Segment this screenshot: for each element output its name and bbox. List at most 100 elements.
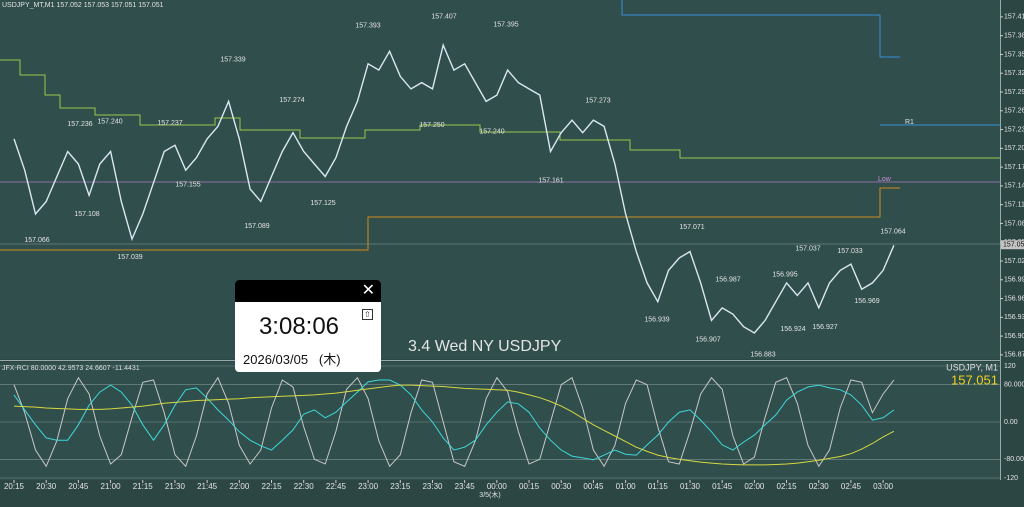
high-low-label: 157.071 bbox=[679, 224, 704, 231]
close-button[interactable]: ✕ bbox=[361, 282, 375, 299]
series-line bbox=[13, 379, 895, 461]
last-price-tag: 157.051 bbox=[1003, 242, 1024, 249]
high-low-label: 156.969 bbox=[854, 298, 879, 305]
high-low-label: 157.037 bbox=[795, 245, 820, 252]
x-tick-label: 01:00 bbox=[616, 482, 637, 491]
y-tick-label: 157.175 bbox=[1004, 164, 1024, 171]
y-tick-label: 157.295 bbox=[1004, 89, 1024, 96]
x-tick-label: 23:45 bbox=[455, 482, 476, 491]
y-tick-label: 157.265 bbox=[1004, 108, 1024, 115]
clock-titlebar: ✕ bbox=[235, 280, 381, 302]
high-low-label: 157.155 bbox=[175, 181, 200, 188]
level-label: R1 bbox=[905, 119, 914, 126]
y-tick-label: 157.025 bbox=[1004, 258, 1024, 265]
chart-header: USDJPY_MT,M1 157.052 157.053 157.051 157… bbox=[2, 2, 164, 9]
high-low-label: 157.240 bbox=[479, 128, 504, 135]
level-step-line bbox=[0, 59, 1000, 159]
high-low-label: 157.064 bbox=[880, 228, 905, 235]
x-tick-label: 23:15 bbox=[390, 482, 411, 491]
high-low-label: 157.066 bbox=[24, 237, 49, 244]
low-step-line bbox=[0, 187, 900, 251]
x-tick-label: 01:30 bbox=[680, 482, 701, 491]
high-low-label: 156.883 bbox=[750, 352, 775, 359]
high-low-label: 156.939 bbox=[644, 317, 669, 324]
x-tick-label: 21:15 bbox=[133, 482, 154, 491]
clock-date: 2026/03/05 (木) bbox=[243, 349, 341, 368]
high-low-label: 157.089 bbox=[244, 223, 269, 230]
level-label: Low bbox=[878, 176, 892, 183]
x-tick-label: 02:30 bbox=[809, 482, 830, 491]
date-label: 3/5(木) bbox=[479, 490, 500, 499]
high-low-label: 157.273 bbox=[585, 98, 610, 105]
y-tick-label: 157.385 bbox=[1004, 33, 1024, 40]
y-tick-label: 156.965 bbox=[1004, 295, 1024, 302]
weekday: (木) bbox=[318, 352, 341, 367]
high-low-label: 157.033 bbox=[837, 248, 862, 255]
high-low-label: 157.108 bbox=[74, 211, 99, 218]
date: 2026/03/05 bbox=[243, 352, 309, 367]
y-tick-label: 157.235 bbox=[1004, 126, 1024, 133]
high-low-label: 156.907 bbox=[695, 337, 720, 344]
y-tick-label: 157.145 bbox=[1004, 183, 1024, 190]
x-tick-label: 23:30 bbox=[422, 482, 443, 491]
y-tick-label: 80.0000 bbox=[1004, 382, 1024, 389]
x-tick-label: 22:15 bbox=[262, 482, 283, 491]
high-low-label: 157.039 bbox=[117, 254, 142, 261]
y-tick-label: -120 bbox=[1004, 475, 1018, 482]
high-low-label: 157.339 bbox=[220, 56, 245, 63]
high-low-label: 156.987 bbox=[715, 277, 740, 284]
y-tick-label: 157.415 bbox=[1004, 14, 1024, 21]
x-tick-label: 02:45 bbox=[841, 482, 862, 491]
high-low-label: 157.407 bbox=[431, 14, 456, 21]
y-tick-label: 157.325 bbox=[1004, 70, 1024, 77]
chart-title: 3.4 Wed NY USDJPY bbox=[408, 338, 562, 355]
y-tick-label: 157.085 bbox=[1004, 220, 1024, 227]
oscillator-header: JFX-RCI 80.0000 42.9573 24.6607 -11.4431 bbox=[2, 365, 140, 372]
high-low-label: 157.236 bbox=[67, 121, 92, 128]
x-tick-label: 20:30 bbox=[36, 482, 57, 491]
last-price-box bbox=[1001, 240, 1024, 250]
y-tick-label: 156.995 bbox=[1004, 277, 1024, 284]
x-tick-label: 03:00 bbox=[873, 482, 894, 491]
clock-time: 3:08:06 bbox=[258, 313, 340, 340]
high-low-label: 157.274 bbox=[279, 97, 304, 104]
price-panel bbox=[0, 0, 1000, 359]
high-low-label: 157.240 bbox=[97, 118, 122, 125]
y-tick-label: 156.935 bbox=[1004, 314, 1024, 321]
oscillator-panel bbox=[0, 362, 1000, 480]
last-price-label: 157.051 bbox=[951, 372, 998, 387]
high-low-label: 157.125 bbox=[310, 200, 335, 207]
x-tick-label: 21:45 bbox=[197, 482, 218, 491]
y-tick-label: 157.115 bbox=[1004, 202, 1024, 209]
y-tick-label: 157.355 bbox=[1004, 51, 1024, 58]
high-step-line bbox=[621, 0, 900, 58]
x-tick-label: 02:00 bbox=[744, 482, 765, 491]
x-tick-label: 01:15 bbox=[648, 482, 669, 491]
x-tick-label: 20:15 bbox=[4, 482, 25, 491]
x-tick-label: 00:30 bbox=[551, 482, 572, 491]
symbol-label: USDJPY, M1 bbox=[946, 362, 998, 372]
x-tick-label: 20:45 bbox=[68, 482, 89, 491]
high-low-label: 157.250 bbox=[419, 122, 444, 129]
high-low-label: 157.395 bbox=[493, 21, 518, 28]
x-tick-label: 00:00 bbox=[487, 482, 508, 491]
x-tick-label: 00:15 bbox=[519, 482, 540, 491]
y-tick-label: 156.905 bbox=[1004, 333, 1024, 340]
clock-widget: ✕ 3:08:06 ⇧ 2026/03/05 (木) bbox=[235, 280, 381, 372]
high-low-label: 157.161 bbox=[538, 178, 563, 185]
x-tick-label: 00:45 bbox=[583, 482, 604, 491]
series-line bbox=[13, 42, 895, 334]
high-low-label: 156.924 bbox=[780, 326, 805, 333]
y-tick-label: 0.00 bbox=[1004, 419, 1018, 426]
x-tick-label: 02:15 bbox=[777, 482, 798, 491]
high-low-label: 156.927 bbox=[812, 324, 837, 331]
x-tick-label: 22:45 bbox=[326, 482, 347, 491]
pin-icon[interactable]: ⇧ bbox=[362, 309, 373, 320]
y-tick-label: 157.205 bbox=[1004, 145, 1024, 152]
y-tick-label: 156.875 bbox=[1004, 352, 1024, 359]
x-tick-label: 01:45 bbox=[712, 482, 733, 491]
y-tick-label: -80.0000 bbox=[1004, 456, 1024, 463]
x-tick-label: 22:30 bbox=[294, 482, 315, 491]
